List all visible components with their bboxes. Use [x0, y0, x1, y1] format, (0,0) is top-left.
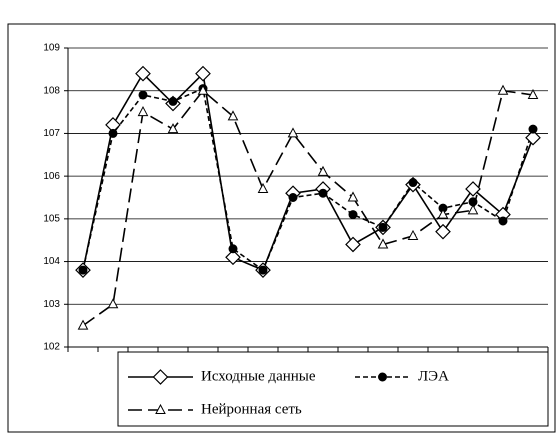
- point-marker: [287, 127, 299, 138]
- point-marker: [228, 244, 238, 254]
- point-marker: [152, 369, 169, 385]
- legend-label: Исходные данные: [201, 368, 316, 384]
- point-marker: [77, 319, 89, 330]
- point-marker: [227, 110, 239, 121]
- point-marker: [525, 129, 541, 146]
- point-marker: [167, 123, 179, 134]
- point-marker: [318, 188, 328, 198]
- point-marker: [378, 222, 388, 232]
- point-marker: [135, 65, 151, 82]
- series-line: [82, 89, 534, 327]
- point-marker: [378, 372, 387, 382]
- point-marker: [408, 178, 418, 188]
- y-tick-label: 107: [43, 128, 60, 139]
- y-tick-label: 106: [43, 171, 60, 182]
- point-marker: [138, 90, 148, 100]
- point-marker: [168, 96, 178, 106]
- point-marker: [377, 238, 389, 249]
- y-tick-label: 108: [43, 85, 60, 96]
- y-tick-label: 103: [43, 299, 60, 310]
- point-marker: [437, 208, 449, 219]
- point-marker: [137, 106, 149, 117]
- y-tick-label: 104: [43, 256, 60, 267]
- point-marker: [288, 193, 298, 202]
- point-marker: [108, 128, 118, 138]
- y-tick-label: 105: [43, 213, 60, 224]
- point-marker: [107, 298, 119, 309]
- point-marker: [467, 204, 479, 215]
- point-marker: [317, 165, 329, 176]
- point-marker: [497, 84, 509, 95]
- y-tick-label: 102: [43, 342, 60, 353]
- point-marker: [345, 236, 361, 253]
- point-marker: [528, 124, 538, 134]
- series-line: [82, 71, 534, 272]
- point-marker: [257, 182, 269, 193]
- y-tick-label: 109: [43, 43, 60, 54]
- point-marker: [435, 223, 451, 240]
- legend-label: Нейронная сеть: [201, 401, 302, 417]
- point-marker: [407, 229, 419, 240]
- point-marker: [225, 249, 241, 266]
- point-marker: [347, 191, 359, 202]
- legend-label: ЛЭА: [418, 368, 449, 384]
- point-marker: [155, 403, 166, 414]
- point-marker: [258, 265, 268, 275]
- point-marker: [465, 181, 481, 197]
- point-marker: [195, 65, 211, 82]
- point-marker: [348, 210, 358, 220]
- legend-box: [117, 351, 549, 427]
- point-marker: [498, 216, 508, 226]
- series-line: [82, 87, 534, 272]
- point-marker: [197, 84, 209, 95]
- point-marker: [527, 88, 539, 99]
- point-marker: [78, 265, 88, 275]
